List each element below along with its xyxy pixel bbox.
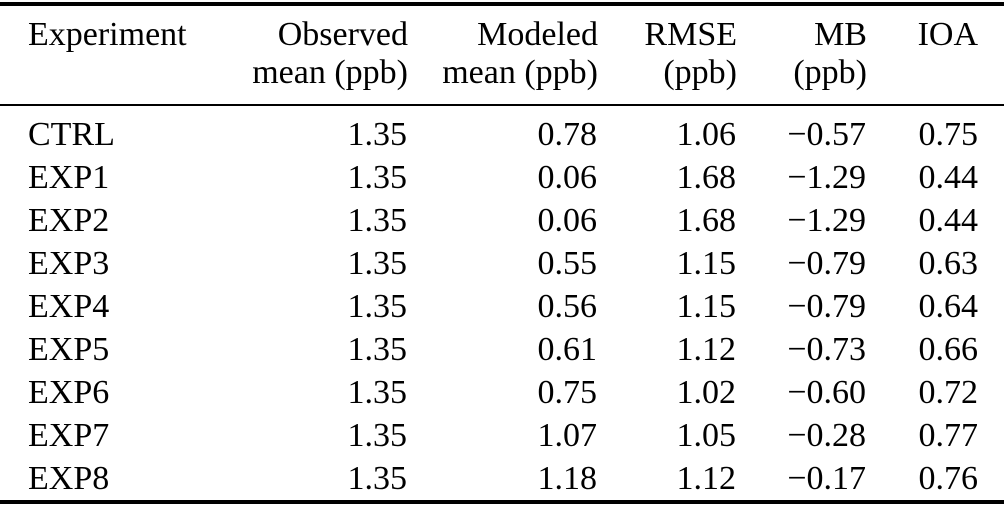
header-modeled-line2: mean (ppb) <box>442 54 598 91</box>
value-cell: −0.79 <box>787 288 866 325</box>
value-cell: −1.29 <box>787 159 866 196</box>
header-row: Experiment Observed mean (ppb) Modeled m… <box>0 4 1004 106</box>
value-cell: 0.75 <box>918 116 979 153</box>
value-cell: 0.72 <box>918 374 979 411</box>
header-mb-line1: MB <box>814 16 867 53</box>
value-cell: 0.63 <box>918 245 979 282</box>
value-cell: 1.12 <box>676 331 737 368</box>
table-row: EXP2 1.35 0.06 1.68 −1.29 0.44 <box>0 199 1004 242</box>
value-cell: 1.06 <box>676 116 737 153</box>
value-cell: 1.35 <box>347 374 408 411</box>
value-cell: 0.76 <box>918 460 979 497</box>
experiment-name-cell: EXP3 <box>28 245 110 282</box>
experiment-name-cell: EXP6 <box>28 374 110 411</box>
header-ioa-line1: IOA <box>917 16 978 53</box>
table-row: EXP5 1.35 0.61 1.12 −0.73 0.66 <box>0 328 1004 371</box>
value-cell: 0.56 <box>537 288 598 325</box>
experiment-name-cell: EXP1 <box>28 159 110 196</box>
value-cell: 0.66 <box>918 331 979 368</box>
header-modeled-mean: Modeled mean (ppb) <box>408 4 598 106</box>
value-cell: −0.17 <box>787 460 866 497</box>
header-observed-line2: mean (ppb) <box>252 54 408 91</box>
header-rmse-line1: RMSE <box>644 16 737 53</box>
value-cell: 1.68 <box>676 202 737 239</box>
table-header: Experiment Observed mean (ppb) Modeled m… <box>0 4 1004 106</box>
value-cell: 1.15 <box>676 245 737 282</box>
value-cell: −0.79 <box>787 245 866 282</box>
experiment-name-cell: EXP7 <box>28 417 110 454</box>
header-experiment-line1: Experiment <box>28 16 187 53</box>
value-cell: 0.44 <box>918 159 979 196</box>
experiment-name-cell: CTRL <box>28 116 115 153</box>
value-cell: 0.55 <box>537 245 598 282</box>
value-cell: 1.02 <box>676 374 737 411</box>
value-cell: 1.35 <box>347 331 408 368</box>
value-cell: −1.29 <box>787 202 866 239</box>
table-row: EXP4 1.35 0.56 1.15 −0.79 0.64 <box>0 285 1004 328</box>
header-ioa: IOA <box>867 4 1004 106</box>
value-cell: −0.73 <box>787 331 866 368</box>
header-observed-mean: Observed mean (ppb) <box>220 4 408 106</box>
value-cell: −0.57 <box>787 116 866 153</box>
header-observed-line1: Observed <box>277 16 408 53</box>
value-cell: 1.35 <box>347 417 408 454</box>
value-cell: 1.35 <box>347 116 408 153</box>
value-cell: 1.12 <box>676 460 737 497</box>
header-rmse-line2: (ppb) <box>663 54 737 91</box>
table-row: EXP8 1.35 1.18 1.12 −0.17 0.76 <box>0 457 1004 502</box>
header-rmse: RMSE (ppb) <box>598 4 737 106</box>
value-cell: 0.64 <box>918 288 979 325</box>
value-cell: 0.75 <box>537 374 598 411</box>
experiment-name-cell: EXP8 <box>28 460 110 497</box>
value-cell: 1.35 <box>347 288 408 325</box>
value-cell: 1.15 <box>676 288 737 325</box>
table-row: EXP6 1.35 0.75 1.02 −0.60 0.72 <box>0 371 1004 414</box>
statistics-table: Experiment Observed mean (ppb) Modeled m… <box>0 2 1004 504</box>
value-cell: 0.44 <box>918 202 979 239</box>
header-modeled-line1: Modeled <box>477 16 598 53</box>
value-cell: 0.06 <box>537 159 598 196</box>
value-cell: 1.07 <box>537 417 598 454</box>
table-body: CTRL 1.35 0.78 1.06 −0.57 0.75 EXP1 1.35 0.06 1.6… <box>0 105 1004 502</box>
value-cell: 0.77 <box>918 417 979 454</box>
value-cell: −0.60 <box>787 374 866 411</box>
value-cell: 0.06 <box>537 202 598 239</box>
value-cell: 1.35 <box>347 460 408 497</box>
table-row: EXP1 1.35 0.06 1.68 −1.29 0.44 <box>0 156 1004 199</box>
value-cell: 1.05 <box>676 417 737 454</box>
value-cell: 0.78 <box>537 116 598 153</box>
table-row: EXP7 1.35 1.07 1.05 −0.28 0.77 <box>0 414 1004 457</box>
header-mb: MB (ppb) <box>737 4 867 106</box>
header-mb-line2: (ppb) <box>793 54 867 91</box>
value-cell: 1.18 <box>537 460 598 497</box>
value-cell: 1.35 <box>347 245 408 282</box>
experiment-name-cell: EXP5 <box>28 331 110 368</box>
header-experiment: Experiment <box>0 4 220 106</box>
value-cell: −0.28 <box>787 417 866 454</box>
value-cell: 1.35 <box>347 202 408 239</box>
experiment-name-cell: EXP4 <box>28 288 110 325</box>
value-cell: 1.35 <box>347 159 408 196</box>
value-cell: 0.61 <box>537 331 598 368</box>
experiment-name-cell: EXP2 <box>28 202 110 239</box>
table-row: EXP3 1.35 0.55 1.15 −0.79 0.63 <box>0 242 1004 285</box>
table-row: CTRL 1.35 0.78 1.06 −0.57 0.75 <box>0 105 1004 156</box>
value-cell: 1.68 <box>676 159 737 196</box>
